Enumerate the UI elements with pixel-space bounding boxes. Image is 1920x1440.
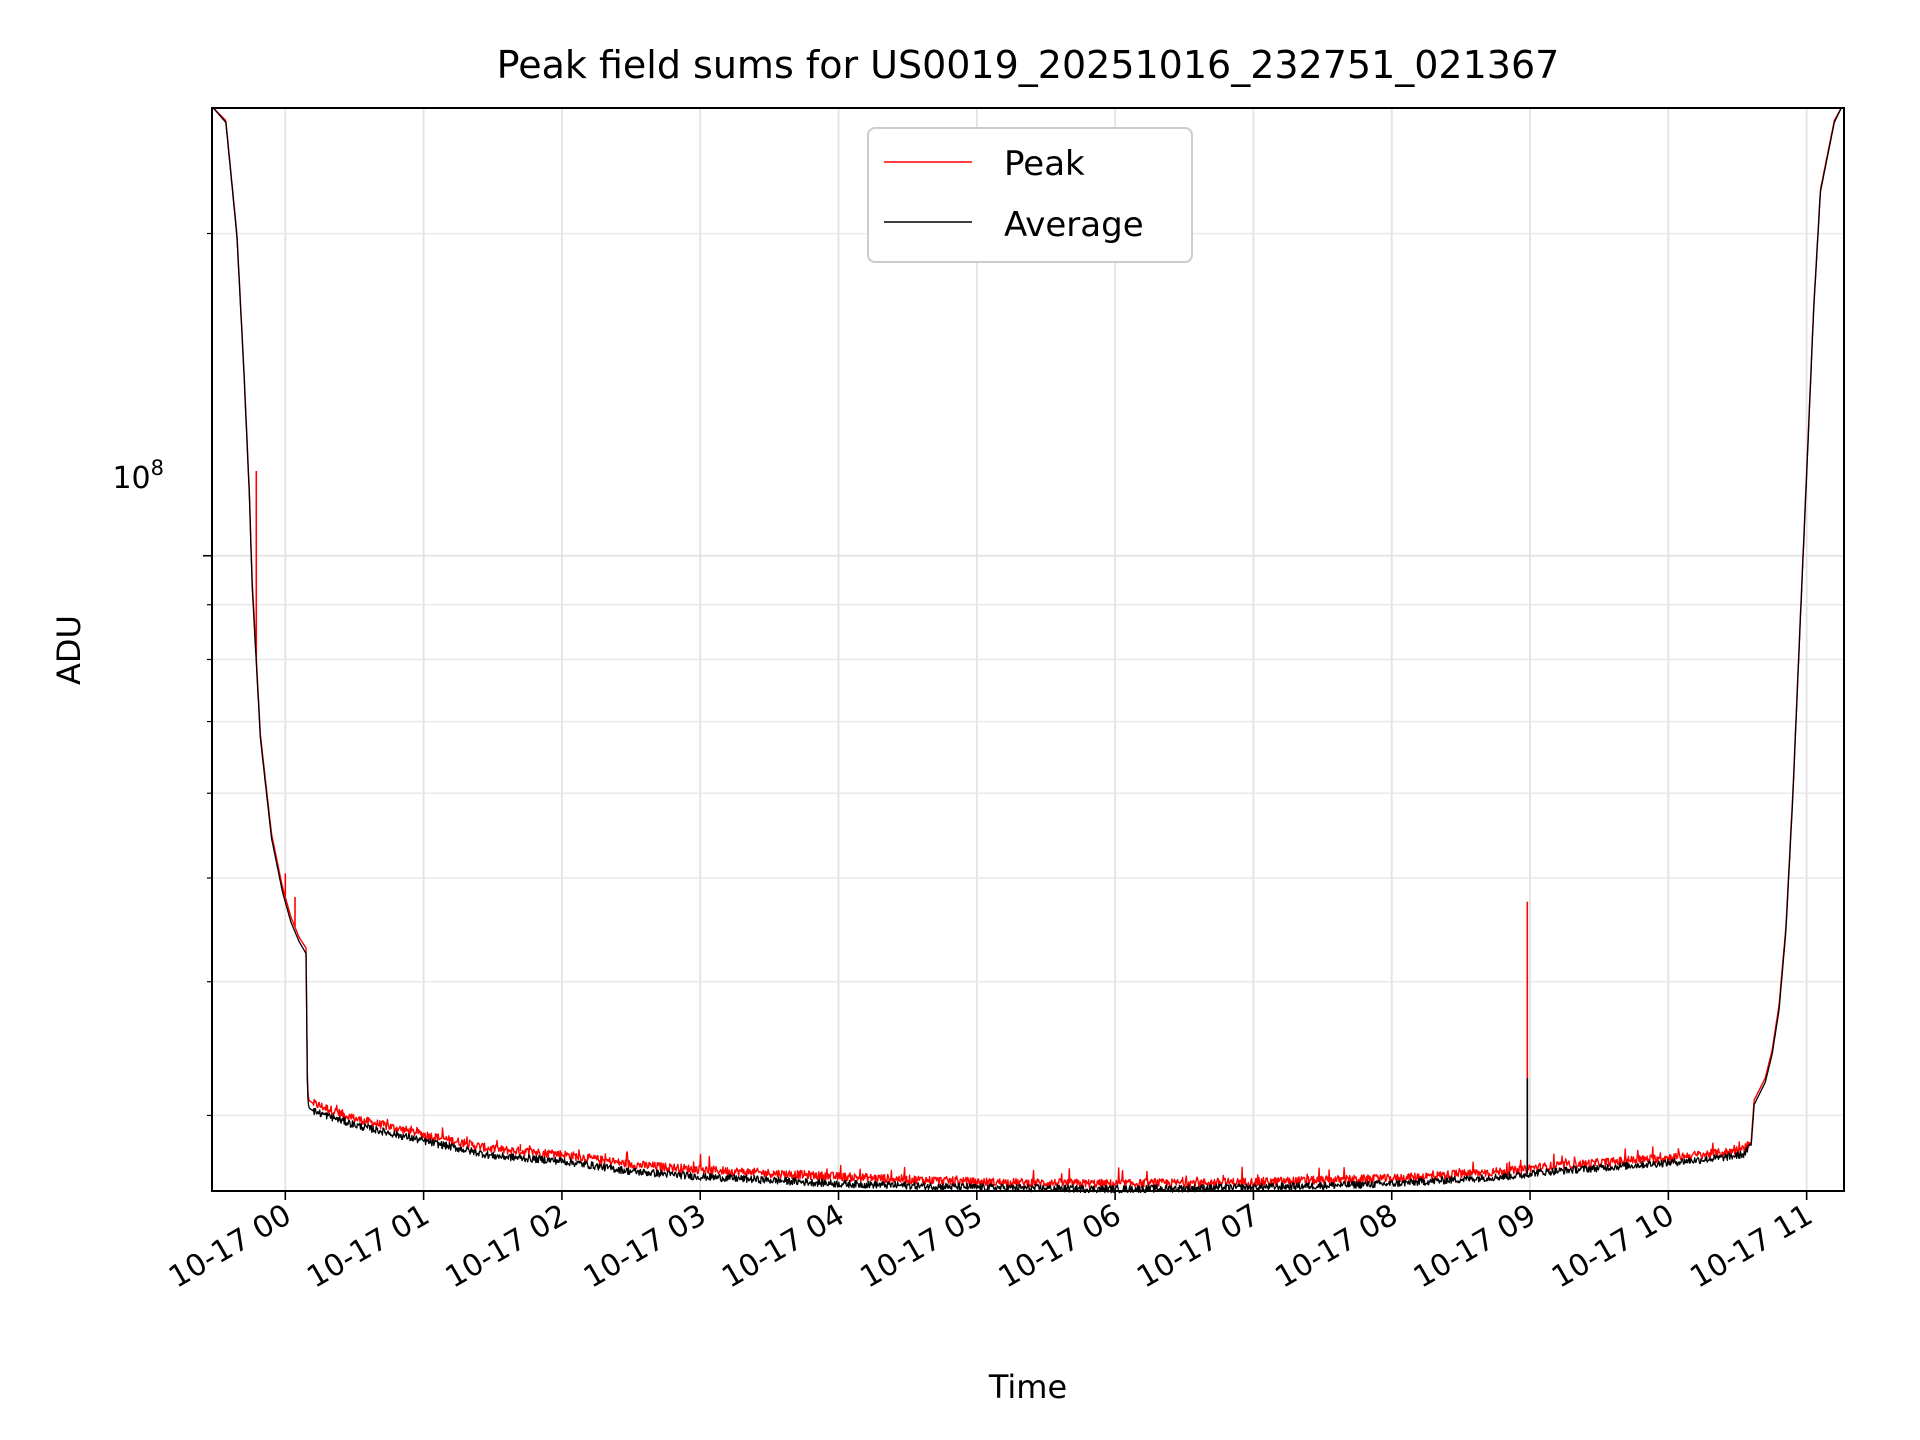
svg-text:108: 108 xyxy=(112,456,164,496)
y-tick-exponent: 8 xyxy=(151,456,164,480)
series-line-average xyxy=(212,107,1842,1194)
legend-average-label: Average xyxy=(1004,205,1144,245)
plot-frame xyxy=(211,107,1845,1192)
chart-title: Peak field sums for US0019_20251016_2327… xyxy=(497,43,1560,87)
grid xyxy=(212,108,1844,1191)
y-tick-base: 10 xyxy=(112,461,150,496)
series-average xyxy=(212,107,1842,1194)
legend-peak-label: Peak xyxy=(1004,144,1085,184)
series-layer xyxy=(212,107,1842,1194)
y-axis-label: ADU xyxy=(50,615,88,685)
x-axis-label: Time xyxy=(988,1368,1067,1406)
legend: Peak Average xyxy=(867,127,1193,263)
y-major-tick-label: 108 xyxy=(112,456,164,496)
